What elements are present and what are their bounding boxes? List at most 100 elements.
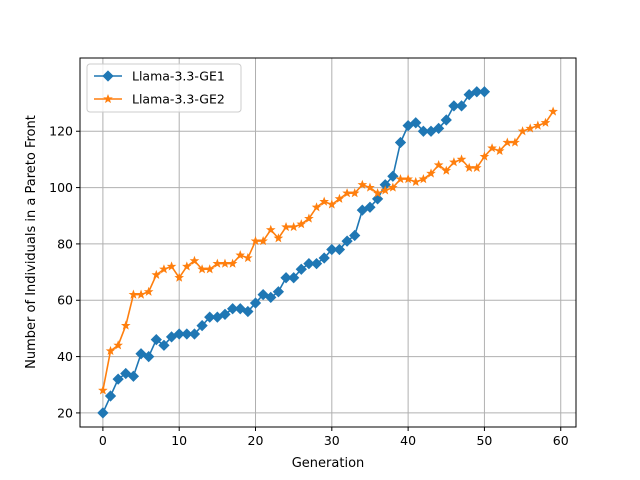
data-point bbox=[456, 154, 467, 164]
data-point bbox=[464, 162, 474, 172]
data-point bbox=[333, 243, 346, 256]
data-point bbox=[525, 123, 536, 133]
data-point bbox=[471, 86, 483, 98]
data-point bbox=[226, 303, 239, 315]
data-point bbox=[242, 305, 254, 318]
ticks: 0 10 20 30 40 50 60 20 40 60 80 100 120 bbox=[49, 124, 569, 448]
plot-frame bbox=[79, 57, 577, 428]
y-tick-label: 60 bbox=[57, 293, 73, 308]
data-point bbox=[417, 125, 430, 137]
data-point bbox=[159, 264, 169, 274]
data-point bbox=[112, 373, 124, 385]
data-point bbox=[150, 334, 162, 346]
data-point bbox=[281, 221, 291, 232]
series-layer bbox=[97, 86, 558, 419]
data-point bbox=[334, 193, 345, 203]
data-point bbox=[357, 179, 368, 189]
data-point bbox=[227, 258, 238, 268]
x-tick-label: 30 bbox=[324, 433, 340, 448]
legend-label: Llama-3.3-GE1 bbox=[132, 69, 225, 84]
data-point bbox=[196, 319, 208, 332]
data-point bbox=[174, 272, 185, 282]
data-point bbox=[388, 182, 398, 192]
data-point bbox=[394, 136, 407, 149]
legend-marker bbox=[103, 93, 113, 104]
data-point bbox=[365, 182, 375, 192]
data-point bbox=[548, 106, 558, 116]
data-point bbox=[311, 202, 322, 212]
data-point bbox=[113, 340, 123, 350]
data-point bbox=[204, 264, 215, 274]
data-point bbox=[272, 286, 285, 298]
data-point bbox=[517, 126, 528, 136]
data-point bbox=[433, 122, 445, 135]
y-tick-label: 120 bbox=[49, 124, 73, 139]
series-1 bbox=[97, 86, 491, 419]
data-point bbox=[173, 328, 185, 340]
data-point bbox=[143, 286, 154, 296]
legend-marker bbox=[102, 70, 114, 82]
data-point bbox=[440, 114, 452, 126]
data-point bbox=[327, 199, 337, 209]
data-point bbox=[296, 219, 307, 229]
y-axis-label: Number of Individuals in a Pareto Front bbox=[24, 115, 39, 369]
data-point bbox=[410, 176, 421, 187]
data-point bbox=[197, 264, 207, 274]
data-point bbox=[166, 261, 177, 271]
data-point bbox=[372, 188, 383, 198]
data-point bbox=[250, 236, 261, 246]
data-point bbox=[98, 385, 108, 395]
data-point bbox=[448, 100, 460, 112]
data-point bbox=[341, 235, 353, 247]
data-point bbox=[288, 221, 299, 232]
data-point bbox=[510, 137, 520, 147]
data-point bbox=[494, 145, 505, 156]
data-point bbox=[258, 236, 268, 246]
data-point bbox=[189, 255, 200, 265]
series-2 bbox=[98, 106, 558, 395]
x-axis-label: Generation bbox=[292, 456, 365, 471]
data-point bbox=[487, 143, 497, 153]
data-point bbox=[143, 350, 155, 363]
data-point bbox=[479, 151, 490, 161]
data-point bbox=[219, 308, 231, 320]
x-tick-label: 40 bbox=[400, 433, 416, 448]
data-point bbox=[120, 367, 132, 380]
data-point bbox=[127, 370, 140, 382]
data-point bbox=[455, 100, 468, 112]
data-point bbox=[441, 165, 452, 175]
data-point bbox=[502, 137, 513, 147]
legend-box bbox=[86, 63, 242, 113]
data-point bbox=[304, 213, 314, 223]
data-point bbox=[540, 117, 551, 127]
data-point bbox=[387, 170, 399, 182]
data-point bbox=[410, 117, 422, 129]
data-point bbox=[136, 289, 146, 299]
x-tick-label: 0 bbox=[99, 433, 107, 448]
data-point bbox=[326, 243, 338, 256]
data-point bbox=[449, 157, 459, 167]
data-point bbox=[212, 258, 223, 268]
data-point bbox=[418, 174, 429, 184]
data-point bbox=[426, 168, 436, 178]
data-point bbox=[182, 261, 192, 271]
data-point bbox=[273, 233, 284, 243]
x-tick-label: 20 bbox=[248, 433, 264, 448]
data-point bbox=[104, 390, 117, 402]
data-point bbox=[97, 407, 109, 419]
data-point bbox=[120, 320, 131, 330]
data-point bbox=[380, 185, 391, 195]
data-point bbox=[188, 328, 201, 340]
data-point bbox=[151, 269, 162, 279]
data-point bbox=[204, 311, 216, 323]
y-tick-label: 100 bbox=[49, 180, 73, 195]
data-point bbox=[288, 272, 300, 284]
data-point bbox=[364, 201, 376, 213]
x-tick-label: 50 bbox=[476, 433, 492, 448]
data-point bbox=[478, 86, 491, 98]
y-tick-label: 40 bbox=[57, 349, 73, 364]
data-point bbox=[234, 303, 246, 315]
y-tick-label: 80 bbox=[57, 236, 73, 251]
data-point bbox=[265, 224, 276, 234]
